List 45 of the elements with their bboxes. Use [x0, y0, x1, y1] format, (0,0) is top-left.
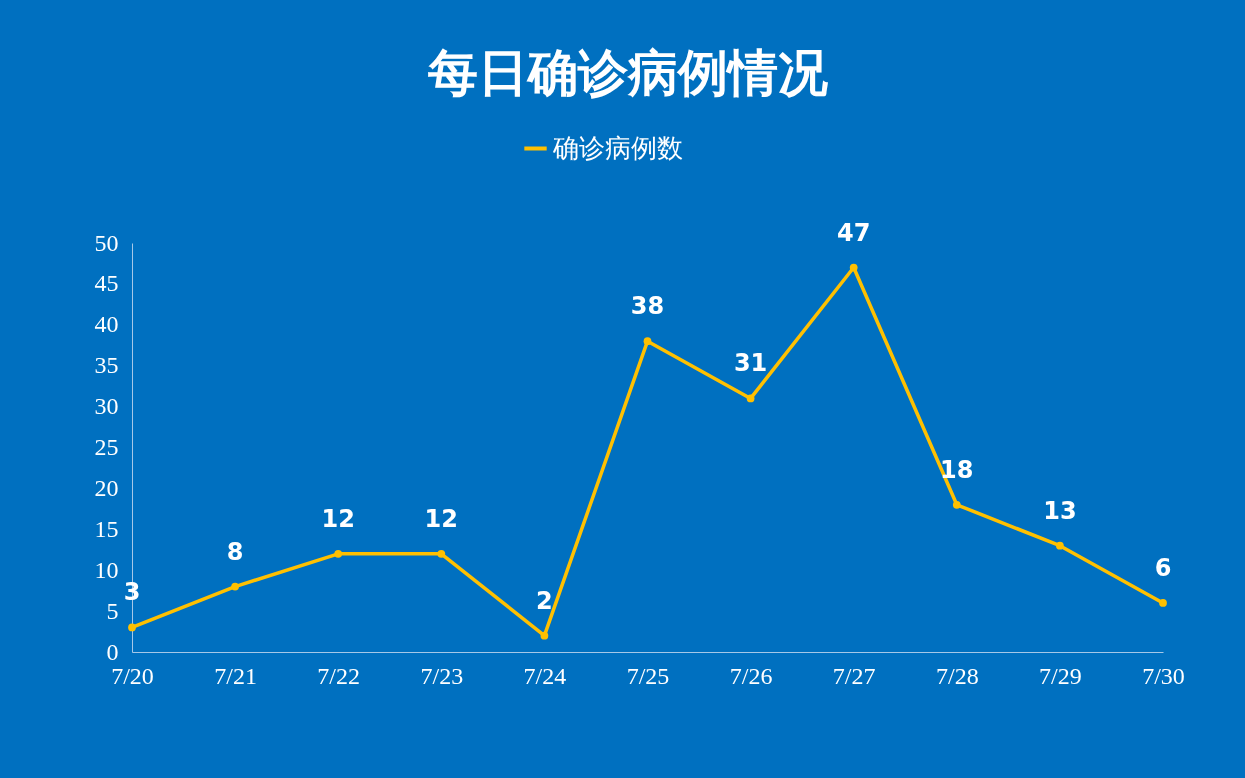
point: [1056, 541, 1064, 550]
data-label: 38: [630, 292, 665, 321]
data-label: 13: [1043, 496, 1077, 525]
y-tick-label: 45: [94, 270, 119, 297]
point: [643, 337, 652, 346]
data-label: 47: [837, 218, 871, 247]
x-tick-label: 7/26: [729, 662, 773, 689]
y-tick-label: 15: [94, 515, 119, 542]
y-tick-label: 5: [106, 597, 119, 624]
y-tick-label: 10: [94, 556, 119, 583]
chart-title: 每日确诊病例情况: [426, 44, 828, 102]
legend-label: 确诊病例数: [552, 132, 683, 163]
data-label: 12: [321, 504, 355, 533]
x-tick-label: 7/20: [111, 662, 154, 689]
point: [437, 549, 446, 558]
point: [1159, 599, 1167, 607]
y-tick-label: 50: [94, 229, 119, 256]
data-label: 18: [940, 455, 974, 484]
y-tick-label: 0: [106, 638, 119, 665]
x-tick-label: 7/21: [214, 662, 257, 689]
point: [231, 582, 239, 591]
x-tick-label: 7/27: [832, 662, 876, 689]
data-label: 31: [733, 349, 768, 378]
y-tick-label: 20: [94, 474, 119, 501]
point: [849, 263, 858, 272]
y-tick-label: 25: [94, 434, 119, 460]
y-tick-label: 40: [94, 311, 119, 338]
x-tick-label: 7/22: [317, 662, 361, 689]
data-label: 8: [226, 537, 244, 566]
x-tick-label: 7/30: [1142, 662, 1185, 689]
x-tick-label: 7/24: [523, 662, 567, 689]
point: [746, 394, 755, 403]
data-label: 2: [536, 586, 553, 615]
point: [540, 631, 549, 640]
x-tick-label: 7/29: [1039, 662, 1082, 689]
data-label: 12: [424, 504, 458, 533]
data-label: 6: [1154, 553, 1172, 582]
point: [952, 500, 961, 509]
y-tick-label: 30: [94, 393, 119, 420]
x-tick-label: 7/23: [420, 662, 464, 689]
point: [334, 549, 343, 558]
point: [128, 623, 136, 632]
y-tick-label: 35: [94, 352, 119, 379]
x-tick-label: 7/28: [935, 662, 979, 689]
x-tick-label: 7/25: [626, 662, 670, 689]
